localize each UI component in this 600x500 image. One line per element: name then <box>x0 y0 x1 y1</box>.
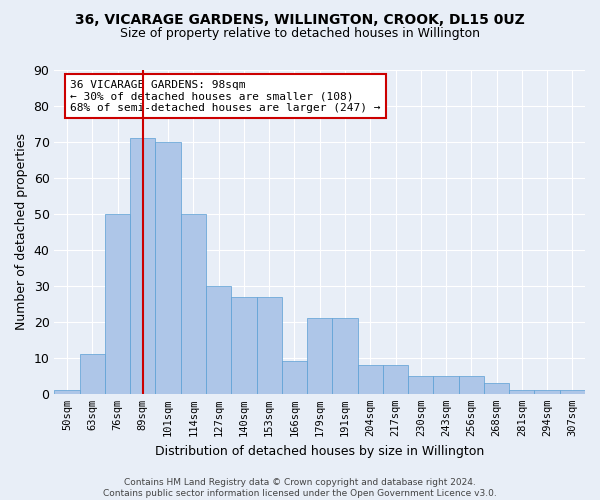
Bar <box>383 365 408 394</box>
Bar <box>458 376 484 394</box>
Bar <box>155 142 181 394</box>
Bar <box>105 214 130 394</box>
Text: Contains HM Land Registry data © Crown copyright and database right 2024.
Contai: Contains HM Land Registry data © Crown c… <box>103 478 497 498</box>
Bar <box>55 390 80 394</box>
Bar <box>257 296 282 394</box>
Bar <box>332 318 358 394</box>
Text: 36, VICARAGE GARDENS, WILLINGTON, CROOK, DL15 0UZ: 36, VICARAGE GARDENS, WILLINGTON, CROOK,… <box>75 12 525 26</box>
Bar <box>80 354 105 394</box>
Bar <box>433 376 458 394</box>
Text: 36 VICARAGE GARDENS: 98sqm
← 30% of detached houses are smaller (108)
68% of sem: 36 VICARAGE GARDENS: 98sqm ← 30% of deta… <box>70 80 381 113</box>
Bar <box>181 214 206 394</box>
Bar <box>560 390 585 394</box>
Bar <box>484 383 509 394</box>
Bar <box>358 365 383 394</box>
Bar <box>206 286 231 394</box>
Bar <box>307 318 332 394</box>
Y-axis label: Number of detached properties: Number of detached properties <box>15 134 28 330</box>
Bar <box>130 138 155 394</box>
Bar <box>408 376 433 394</box>
Bar <box>282 362 307 394</box>
Text: Size of property relative to detached houses in Willington: Size of property relative to detached ho… <box>120 28 480 40</box>
X-axis label: Distribution of detached houses by size in Willington: Distribution of detached houses by size … <box>155 444 484 458</box>
Bar <box>509 390 535 394</box>
Bar <box>535 390 560 394</box>
Bar <box>231 296 257 394</box>
